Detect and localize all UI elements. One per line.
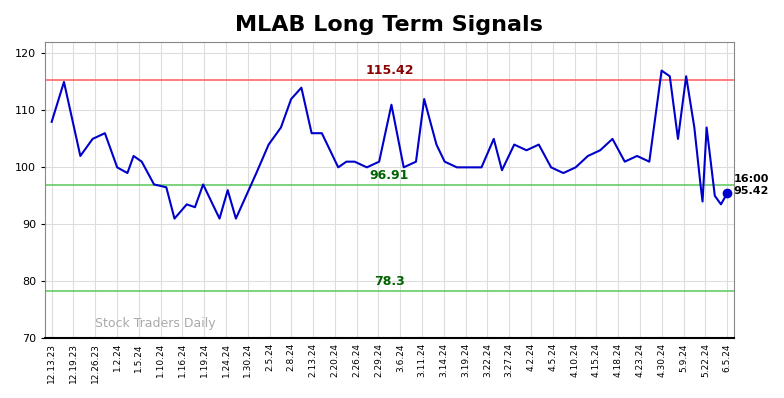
Title: MLAB Long Term Signals: MLAB Long Term Signals: [235, 15, 543, 35]
Text: 78.3: 78.3: [374, 275, 405, 288]
Text: 96.91: 96.91: [370, 169, 409, 182]
Text: Stock Traders Daily: Stock Traders Daily: [96, 316, 216, 330]
Text: 16:00
95.42: 16:00 95.42: [734, 174, 769, 196]
Text: 115.42: 115.42: [365, 64, 414, 77]
